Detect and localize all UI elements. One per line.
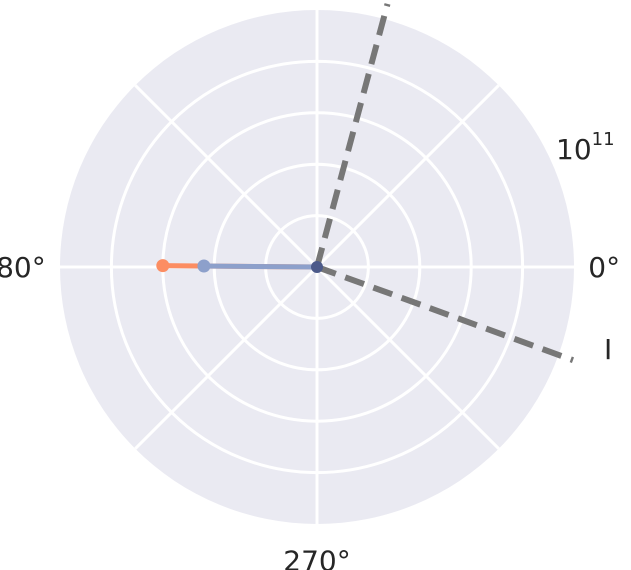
theta-gridline-45 — [315, 84, 500, 269]
series-2-point-1 — [197, 259, 211, 273]
dashed-ref-2-label: I — [604, 333, 612, 366]
r-scale-label-exponent: 11 — [592, 129, 615, 150]
dashed-ref-2 — [315, 264, 575, 363]
theta-gridline-135 — [134, 84, 319, 269]
origin-marker — [311, 261, 323, 273]
r-scale-label: 1011 — [556, 129, 615, 166]
r-scale-label-base: 10 — [556, 133, 592, 166]
series-1-point-1 — [156, 259, 170, 273]
theta-gridline-315 — [315, 265, 500, 450]
series-2-line — [201, 263, 320, 270]
theta-tick-label-0: 0° — [588, 251, 620, 284]
dashed-ref-1 — [314, 3, 391, 268]
r-gridline-4 — [109, 59, 525, 475]
theta-tick-label-180: 180° — [0, 251, 46, 284]
theta-tick-label-270: 270° — [283, 544, 350, 570]
theta-gridline-225 — [134, 265, 319, 450]
